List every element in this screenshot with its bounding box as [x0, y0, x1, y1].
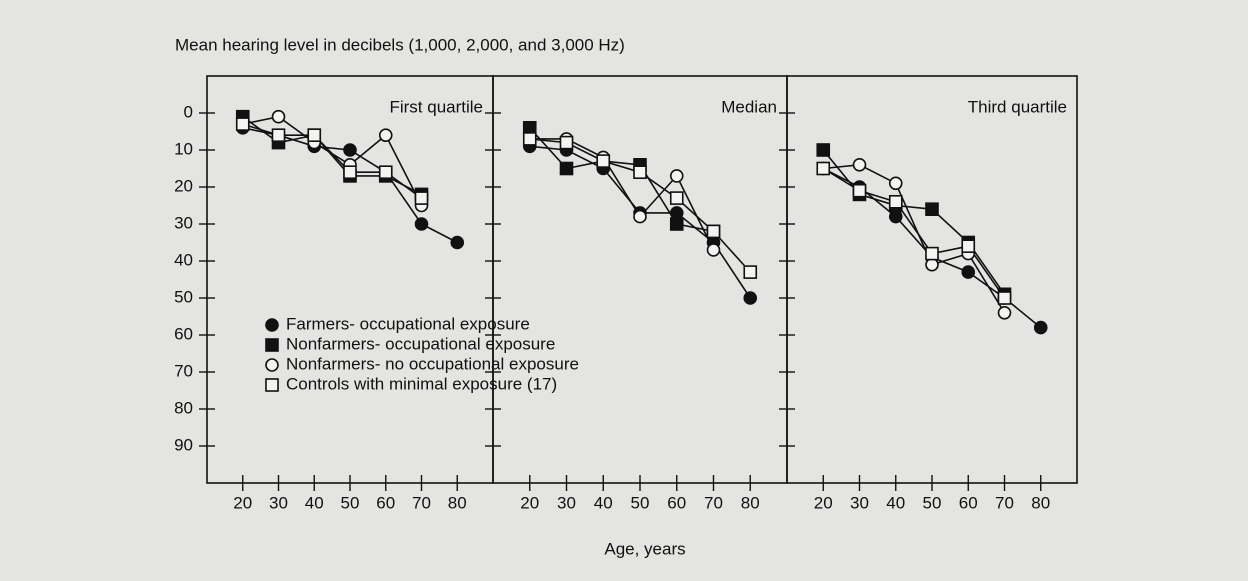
x-tick-label: 80 — [1031, 493, 1050, 512]
point — [669, 217, 684, 231]
x-tick-label: 20 — [233, 493, 252, 512]
y-tick-label: 50 — [174, 287, 193, 306]
point — [414, 191, 429, 205]
x-tick-label: 80 — [741, 493, 760, 512]
point — [852, 183, 867, 198]
y-tick-label: 90 — [174, 435, 193, 454]
point — [522, 132, 537, 146]
y-tick-label: 20 — [174, 176, 193, 195]
point — [669, 206, 684, 220]
chart-title: Mean hearing level in decibels (1,000, 2… — [175, 35, 625, 54]
point — [235, 117, 250, 131]
point — [343, 143, 357, 157]
legend-label: Nonfarmers- occupational exposure — [286, 334, 555, 353]
point — [559, 161, 574, 176]
x-tick-label: 40 — [305, 493, 324, 512]
y-tick-label: 80 — [174, 398, 193, 417]
point — [961, 239, 976, 253]
point — [961, 265, 976, 279]
point — [633, 209, 647, 224]
point — [522, 121, 537, 135]
legend-label: Controls with minimal exposure (17) — [286, 374, 557, 393]
x-tick-label: 70 — [412, 493, 431, 512]
y-tick-label: 0 — [184, 102, 193, 121]
point — [925, 246, 939, 261]
panel-title: First quartile — [389, 97, 483, 116]
point — [271, 109, 286, 124]
point — [596, 154, 611, 168]
point — [743, 291, 758, 305]
x-tick-label: 60 — [959, 493, 978, 512]
x-tick-label: 50 — [631, 493, 650, 512]
x-tick-label: 50 — [923, 493, 942, 512]
x-tick-label: 80 — [448, 493, 467, 512]
point — [669, 169, 684, 183]
x-tick-label: 40 — [886, 493, 905, 512]
point — [888, 195, 903, 209]
x-tick-label: 30 — [557, 493, 576, 512]
legend-marker — [265, 318, 279, 332]
x-tick-label: 30 — [269, 493, 288, 512]
legend-marker — [265, 378, 279, 392]
legend-marker — [265, 358, 279, 372]
point — [706, 243, 721, 257]
point — [633, 165, 647, 179]
point — [378, 165, 393, 179]
x-tick-label: 70 — [995, 493, 1014, 512]
legend-marker — [265, 338, 279, 352]
x-axis-label: Age, years — [604, 539, 685, 558]
x-tick-label: 60 — [667, 493, 686, 512]
point — [852, 158, 867, 172]
y-tick-label: 10 — [174, 139, 193, 158]
legend-label: Nonfarmers- no occupational exposure — [286, 354, 579, 373]
x-tick-label: 30 — [850, 493, 869, 512]
point — [743, 265, 758, 279]
point — [669, 191, 684, 205]
point — [888, 209, 903, 224]
point — [925, 202, 939, 216]
point — [997, 291, 1012, 305]
y-tick-label: 60 — [174, 324, 193, 343]
point — [414, 217, 429, 231]
x-tick-label: 50 — [341, 493, 360, 512]
legend-label: Farmers- occupational exposure — [286, 314, 530, 333]
point — [271, 128, 286, 142]
point — [925, 257, 939, 272]
point — [378, 128, 393, 142]
x-tick-label: 20 — [520, 493, 539, 512]
x-tick-label: 60 — [376, 493, 395, 512]
panel-title: Median — [721, 97, 777, 116]
point — [307, 128, 322, 142]
point — [559, 135, 574, 150]
point — [997, 305, 1012, 320]
point — [888, 176, 903, 191]
x-tick-label: 40 — [594, 493, 613, 512]
y-tick-label: 30 — [174, 213, 193, 232]
y-tick-label: 70 — [174, 361, 193, 380]
panel-title: Third quartile — [968, 97, 1067, 116]
x-tick-label: 70 — [704, 493, 723, 512]
point — [816, 161, 831, 176]
point — [816, 143, 831, 157]
point — [1033, 320, 1048, 335]
y-tick-label: 40 — [174, 250, 193, 269]
point — [706, 224, 721, 239]
x-tick-label: 20 — [814, 493, 833, 512]
point — [343, 165, 357, 179]
point — [450, 235, 465, 250]
